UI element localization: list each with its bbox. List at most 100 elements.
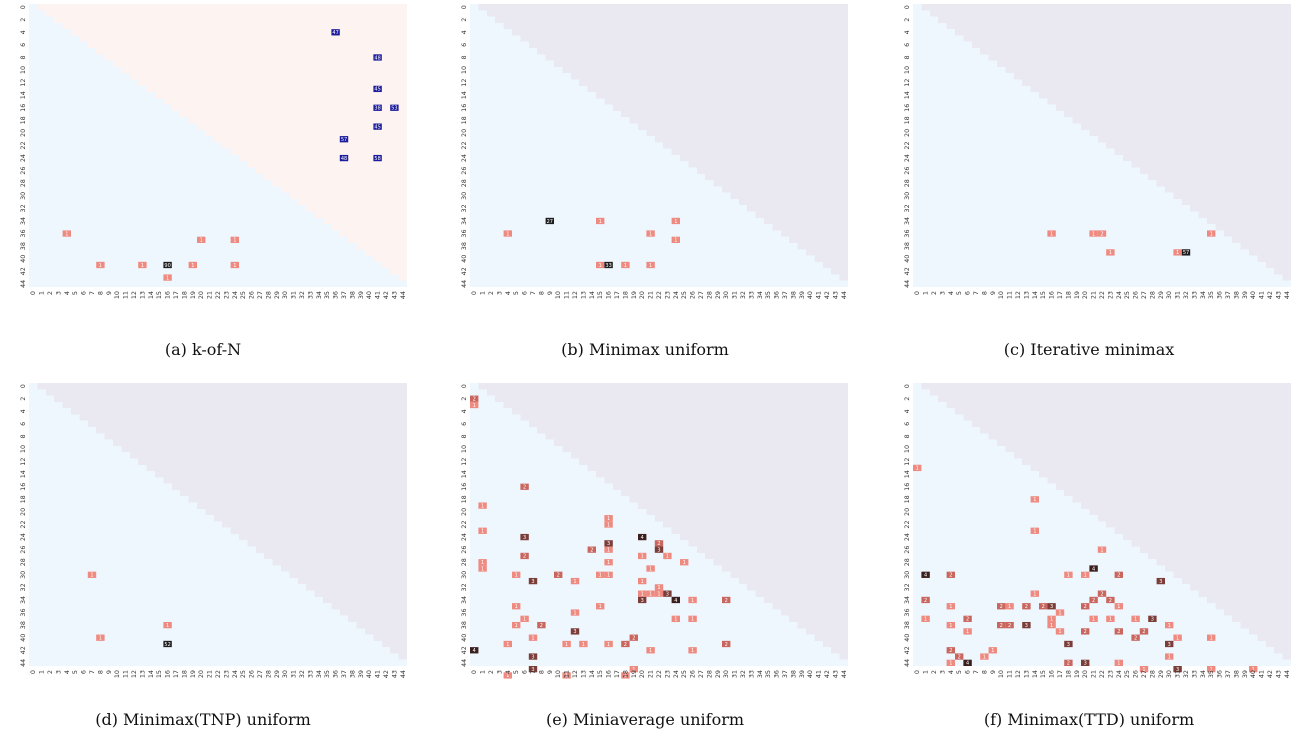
x-tick-label: 31: [290, 291, 298, 299]
heatmap-cell: [1039, 603, 1048, 610]
heatmap-cell: [1173, 249, 1182, 256]
heatmap-cell-label: 1: [607, 642, 610, 648]
heatmap-cell-label: 1: [200, 238, 203, 244]
y-tick-label: 28: [19, 558, 27, 566]
heatmap-cell-label: 1: [1210, 231, 1213, 237]
x-tick-label: 28: [705, 291, 713, 299]
y-tick-label: 2: [460, 18, 468, 22]
x-tick-label: 33: [306, 670, 314, 678]
heatmap-cell-label: 1: [515, 573, 518, 579]
heatmap-cell: [163, 261, 172, 269]
x-tick-label: 29: [1157, 291, 1165, 299]
heatmap-cell-label: 1: [1210, 636, 1213, 642]
x-tick-label: 15: [155, 670, 163, 678]
heatmap-cell: [230, 261, 239, 269]
heatmap-cell-label: 1: [1033, 497, 1036, 503]
x-tick-label: 15: [1039, 291, 1047, 299]
x-tick-label: 41: [815, 670, 823, 678]
heatmap-cell-label: 38: [374, 106, 380, 112]
y-tick-label: 34: [903, 217, 911, 225]
y-tick-label: 26: [19, 167, 27, 175]
x-tick-label: 23: [222, 291, 230, 299]
x-tick-label: 32: [1182, 291, 1190, 299]
x-tick-label: 31: [1174, 291, 1182, 299]
heatmap-cell-label: 1: [523, 617, 526, 623]
heatmap-cell-label: 4: [924, 573, 927, 579]
y-tick-label: 18: [460, 495, 468, 503]
y-tick-label: 16: [19, 104, 27, 112]
heatmap-cell-label: 2: [1117, 629, 1120, 635]
heatmap-cell: [988, 647, 997, 654]
y-tick-label: 12: [460, 79, 468, 87]
heatmap-cell-label: 1: [1252, 667, 1255, 673]
y-tick-label: 38: [460, 242, 468, 250]
x-tick-label: 12: [571, 291, 579, 299]
heatmap-cell: [638, 533, 647, 541]
x-tick-label: 13: [579, 670, 587, 678]
heatmap-cell-label: 3: [641, 598, 644, 604]
heatmap-cell: [1047, 603, 1056, 610]
x-tick-label: 12: [571, 670, 579, 678]
y-tick-label: 4: [19, 30, 27, 34]
x-tick-label: 11: [122, 291, 130, 299]
y-tick-label: 10: [460, 66, 468, 74]
y-tick-label: 32: [903, 583, 911, 591]
y-tick-label: 32: [19, 583, 27, 591]
heatmap-cell-label: 1: [65, 231, 68, 237]
heatmap-cell-label: 1: [506, 231, 509, 237]
x-tick-label: 16: [164, 291, 172, 299]
heatmap-cell: [1114, 659, 1123, 666]
y-tick-label: 42: [19, 267, 27, 275]
heatmap-cell-label: 1: [573, 579, 576, 585]
x-tick-label: 3: [495, 291, 503, 295]
heatmap-cell-label: 2: [1142, 629, 1145, 635]
x-tick-label: 30: [722, 670, 730, 678]
panel-caption: (b) Minimax uniform: [561, 340, 729, 359]
x-tick-label: 1: [922, 291, 930, 295]
x-tick-label: 19: [630, 291, 638, 299]
heatmap-cell-label: 4: [674, 598, 677, 604]
heatmap-cell-label: 58: [374, 156, 380, 162]
x-tick-label: 43: [831, 291, 839, 299]
x-tick-label: 8: [537, 291, 545, 295]
y-tick-label: 6: [19, 422, 27, 426]
y-tick-label: 42: [460, 267, 468, 275]
x-tick-label: 8: [980, 291, 988, 295]
heatmap-cell: [1131, 615, 1140, 622]
x-tick-label: 27: [256, 670, 264, 678]
heatmap-cell-label: 1: [1092, 231, 1095, 237]
heatmap-cell-label: 4: [473, 648, 476, 654]
x-tick-label: 0: [29, 291, 37, 295]
heatmap-cell: [596, 217, 605, 225]
heatmap-cell-label: 48: [341, 156, 347, 162]
heatmap-cell-label: 3: [531, 654, 534, 660]
x-tick-label: 28: [264, 291, 272, 299]
heatmap-cell-label: 1: [515, 623, 518, 629]
heatmap-cell: [579, 640, 588, 648]
y-tick-label: 38: [19, 242, 27, 250]
heatmap-cell: [629, 634, 638, 641]
heatmap-cell-label: 1: [1033, 591, 1036, 597]
heatmap-cell-label: 1: [573, 610, 576, 616]
heatmap-cell-label: 4: [641, 535, 644, 541]
heatmap-cell: [570, 577, 580, 585]
heatmap-cell: [1139, 666, 1149, 673]
x-tick-label: 33: [747, 670, 755, 678]
heatmap-cell-label: 1: [1033, 529, 1036, 535]
x-tick-label: 10: [554, 291, 562, 299]
heatmap-cell-label: 1: [141, 263, 144, 269]
heatmap-cell: [373, 123, 382, 130]
x-tick-label: 27: [256, 291, 264, 299]
x-tick-label: 9: [105, 291, 113, 295]
x-tick-label: 29: [714, 670, 722, 678]
x-tick-label: 15: [596, 291, 604, 299]
y-tick-label: 2: [19, 397, 27, 401]
x-tick-label: 33: [1190, 291, 1198, 299]
x-tick-label: 14: [1031, 291, 1039, 299]
heatmap-cell-label: 3: [523, 535, 526, 541]
heatmap-panel-2: 1 1 2 11 1 570 1 2 3 4 5 6 7 8 9 10 11 12 13 14 15 16 17 18 19 20…: [903, 4, 1291, 359]
heatmap-cell: [1055, 628, 1065, 635]
heatmap-cell: [1005, 603, 1014, 610]
heatmap-cell: [654, 584, 664, 591]
